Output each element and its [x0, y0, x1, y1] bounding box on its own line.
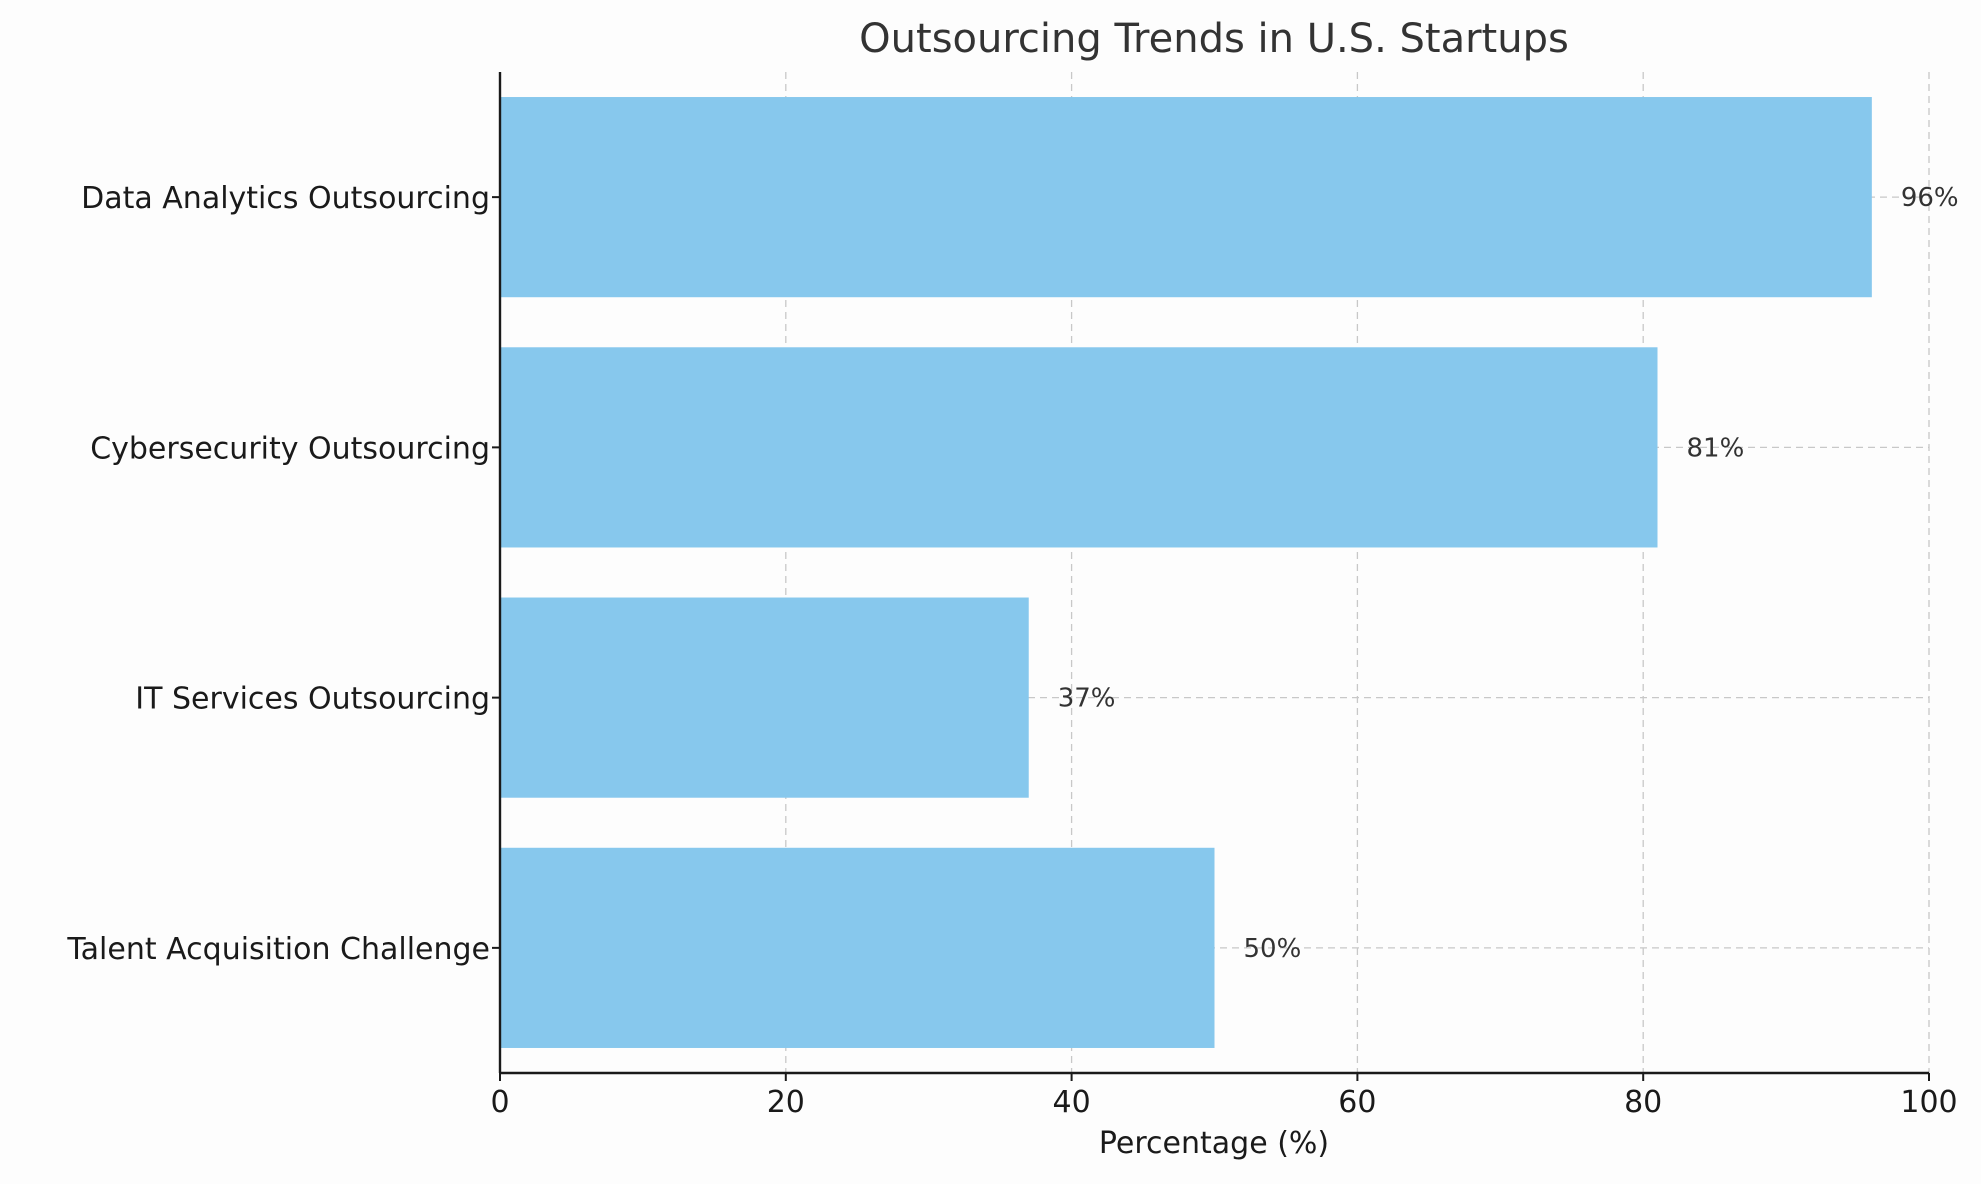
data-label: 81% — [1686, 433, 1744, 463]
bars — [500, 97, 1872, 1048]
bar-data-analytics-outsourcing — [500, 97, 1872, 298]
category-label: IT Services Outsourcing — [135, 682, 490, 717]
category-labels: Talent Acquisition Challenge IT Services … — [66, 181, 490, 967]
x-axis-title: Percentage (%) — [1099, 1126, 1329, 1161]
data-label: 96% — [1901, 183, 1959, 213]
data-label: 37% — [1058, 684, 1116, 714]
axes — [492, 72, 1930, 1081]
bar-talent-acquisition-challenge — [500, 847, 1215, 1048]
chart-title: Outsourcing Trends in U.S. Startups — [859, 16, 1569, 62]
x-tick-labels: 0 20 40 60 80 100 — [490, 1085, 1957, 1120]
category-label: Talent Acquisition Challenge — [66, 932, 490, 967]
x-tick-label: 40 — [1053, 1085, 1091, 1120]
bar-cybersecurity-outsourcing — [500, 347, 1658, 548]
bar-it-services-outsourcing — [500, 597, 1029, 798]
category-label: Data Analytics Outsourcing — [81, 181, 490, 216]
x-tick-label: 100 — [1900, 1085, 1957, 1120]
x-tick-label: 0 — [490, 1085, 509, 1120]
data-labels: 50% 37% 81% 96% — [1058, 183, 1959, 964]
x-tick-label: 60 — [1338, 1085, 1376, 1120]
x-tick-label: 20 — [767, 1085, 805, 1120]
category-label: Cybersecurity Outsourcing — [90, 431, 490, 466]
data-label: 50% — [1244, 934, 1302, 964]
x-tick-label: 80 — [1624, 1085, 1662, 1120]
